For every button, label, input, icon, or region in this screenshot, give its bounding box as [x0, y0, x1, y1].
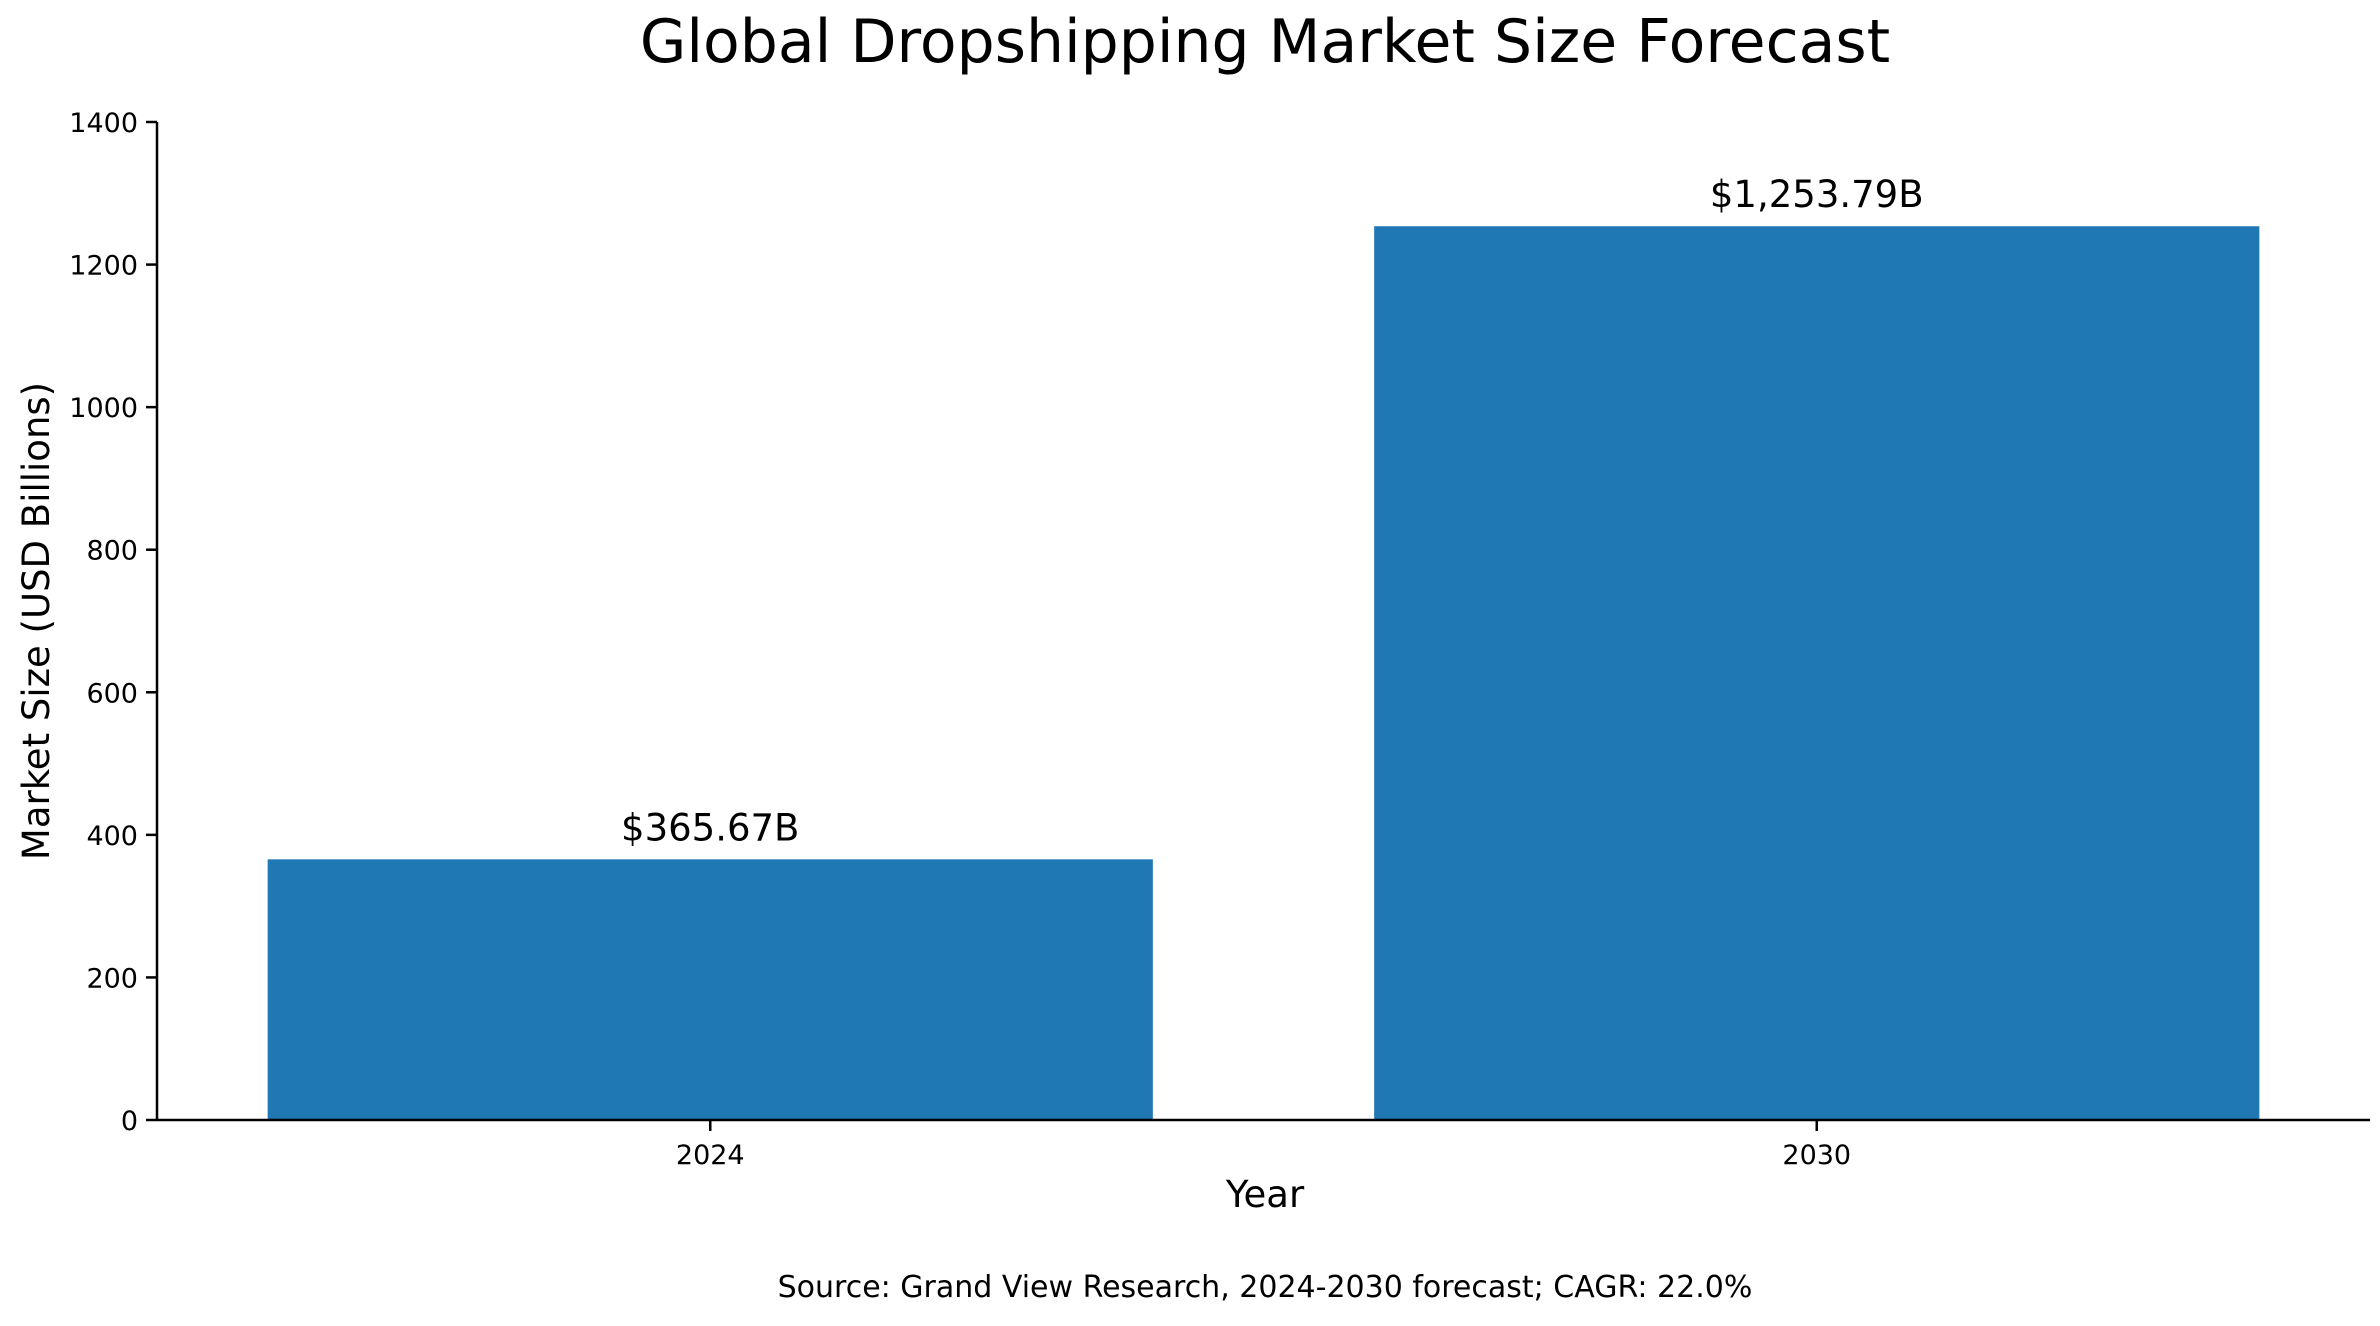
- x-axis-label: Year: [1225, 1173, 1305, 1216]
- data-labels-layer: $365.67B $1,253.79B: [621, 173, 1924, 849]
- y-tick-label-1200: 1200: [69, 251, 138, 282]
- y-tick-label-1000: 1000: [69, 393, 138, 424]
- y-tick-label-400: 400: [86, 821, 138, 852]
- source-note: Source: Grand View Research, 2024-2030 f…: [778, 1270, 1753, 1305]
- x-axis-ticks: 2024 2030: [676, 1120, 1851, 1171]
- y-axis-ticks: 0 200 400 600 800 1000 1200 1400: [69, 108, 157, 1137]
- chart-title: Global Dropshipping Market Size Forecast: [640, 7, 1890, 77]
- data-label-2030: $1,253.79B: [1710, 173, 1924, 216]
- y-tick-label-1400: 1400: [69, 108, 138, 139]
- x-tick-label-2030: 2030: [1782, 1140, 1851, 1171]
- y-tick-label-0: 0: [121, 1106, 138, 1137]
- x-tick-label-2024: 2024: [676, 1140, 745, 1171]
- data-label-2024: $365.67B: [621, 806, 799, 849]
- y-axis-label: Market Size (USD Billions): [15, 382, 58, 860]
- y-tick-label-600: 600: [86, 678, 138, 709]
- bars-layer: [267, 226, 2260, 1121]
- bar-2030: [1374, 226, 2260, 1121]
- y-tick-label-800: 800: [86, 536, 138, 567]
- bar-2024: [267, 859, 1153, 1120]
- y-tick-label-200: 200: [86, 963, 138, 994]
